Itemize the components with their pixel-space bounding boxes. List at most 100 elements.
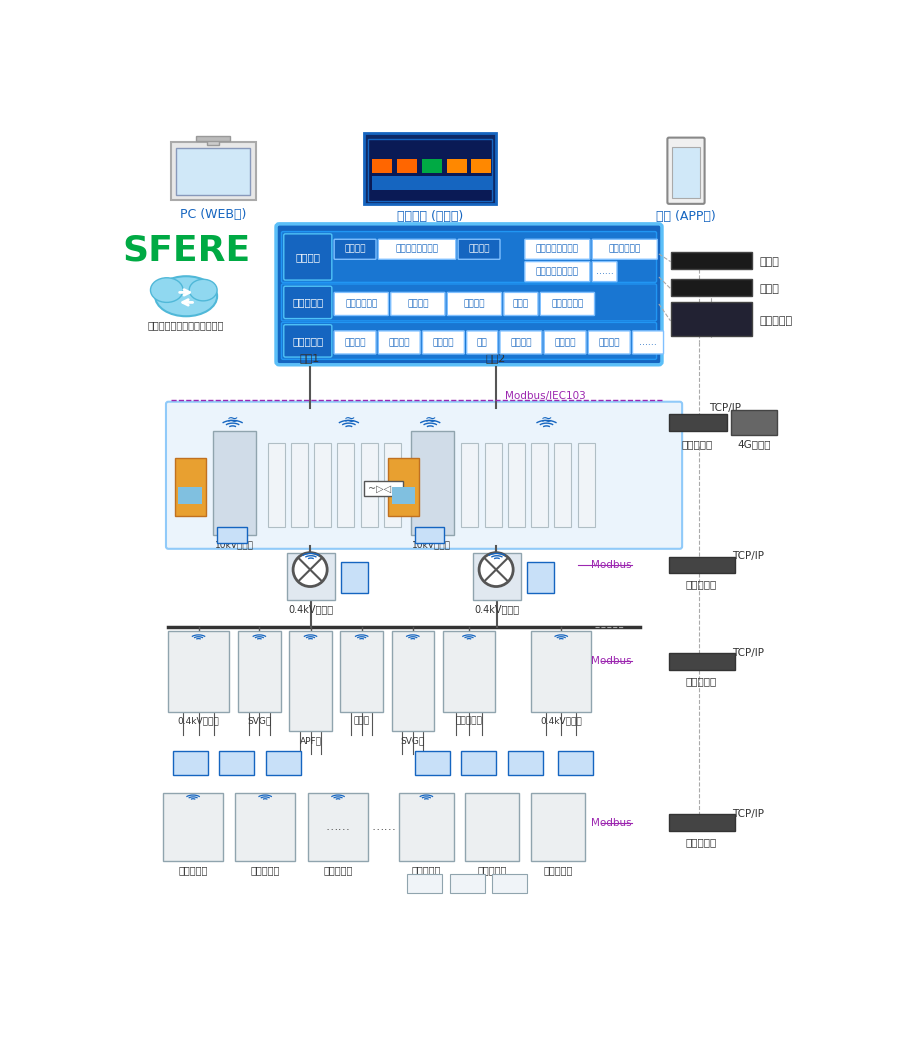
Text: 设备故障: 设备故障 bbox=[510, 338, 532, 347]
Text: ≈: ≈ bbox=[541, 412, 553, 426]
Bar bbox=[407, 874, 442, 893]
Text: ~▷◁~: ~▷◁~ bbox=[368, 484, 400, 494]
FancyBboxPatch shape bbox=[282, 322, 657, 359]
Text: 智能控制柜: 智能控制柜 bbox=[250, 866, 280, 875]
Bar bbox=[461, 750, 496, 775]
Bar bbox=[669, 556, 734, 574]
Bar bbox=[175, 458, 205, 516]
FancyBboxPatch shape bbox=[284, 286, 332, 318]
Text: 项目管理: 项目管理 bbox=[407, 299, 428, 309]
Bar bbox=[670, 279, 752, 296]
Text: Modbus/IEC103: Modbus/IEC103 bbox=[505, 391, 585, 402]
Text: ……: …… bbox=[596, 267, 614, 276]
Bar bbox=[267, 443, 284, 527]
FancyBboxPatch shape bbox=[284, 234, 332, 280]
Text: 大数据中心: 大数据中心 bbox=[292, 297, 323, 308]
FancyBboxPatch shape bbox=[525, 239, 590, 259]
FancyBboxPatch shape bbox=[282, 284, 657, 321]
FancyBboxPatch shape bbox=[525, 261, 590, 281]
Bar bbox=[338, 443, 355, 527]
Bar bbox=[238, 631, 281, 712]
Text: 市电1: 市电1 bbox=[300, 353, 320, 363]
Bar bbox=[465, 793, 519, 860]
Text: 通讯管理机: 通讯管理机 bbox=[682, 439, 713, 448]
Text: Modbus: Modbus bbox=[591, 560, 632, 570]
Bar bbox=[361, 443, 378, 527]
Bar bbox=[291, 443, 308, 527]
FancyBboxPatch shape bbox=[166, 402, 682, 549]
Text: ≈: ≈ bbox=[343, 412, 355, 426]
Text: SFERE: SFERE bbox=[122, 233, 250, 267]
Bar bbox=[207, 138, 220, 145]
Text: 斯菲尔电力综合监控运维平台: 斯菲尔电力综合监控运维平台 bbox=[148, 320, 224, 331]
Text: 通讯管理机: 通讯管理机 bbox=[686, 837, 717, 848]
Text: 智能配电箱: 智能配电箱 bbox=[478, 866, 507, 875]
Text: 0.4kV进线柜: 0.4kV进线柜 bbox=[288, 605, 334, 614]
FancyBboxPatch shape bbox=[282, 231, 657, 282]
Bar bbox=[368, 140, 492, 201]
Circle shape bbox=[479, 553, 513, 587]
FancyBboxPatch shape bbox=[500, 331, 542, 354]
Text: 智能配电箱: 智能配电箱 bbox=[411, 866, 441, 875]
Bar bbox=[217, 527, 247, 542]
Text: 采集服务器: 采集服务器 bbox=[760, 316, 793, 326]
Bar bbox=[235, 793, 295, 860]
Bar bbox=[531, 443, 548, 527]
Bar bbox=[388, 458, 418, 516]
FancyBboxPatch shape bbox=[378, 331, 420, 354]
Bar bbox=[314, 443, 331, 527]
Text: 通讯管理机: 通讯管理机 bbox=[686, 579, 717, 590]
Text: ……: …… bbox=[326, 820, 350, 833]
Bar bbox=[669, 815, 734, 832]
Text: 基础系统: 基础系统 bbox=[345, 245, 365, 254]
Bar bbox=[289, 631, 332, 731]
Text: 交换机: 交换机 bbox=[760, 283, 779, 294]
Text: 用电安全监管系统: 用电安全监管系统 bbox=[536, 267, 579, 276]
Bar bbox=[578, 443, 595, 527]
Text: 移动 (APP端): 移动 (APP端) bbox=[656, 210, 716, 223]
Text: 设备模板管理: 设备模板管理 bbox=[345, 299, 377, 309]
Bar bbox=[672, 147, 700, 198]
FancyBboxPatch shape bbox=[504, 293, 538, 315]
Text: ……: …… bbox=[371, 820, 396, 833]
Bar bbox=[364, 133, 496, 204]
FancyBboxPatch shape bbox=[458, 239, 500, 259]
Bar bbox=[670, 253, 752, 270]
Bar bbox=[670, 301, 752, 336]
Text: 设备管理: 设备管理 bbox=[464, 299, 485, 309]
Text: 智能控制柜: 智能控制柜 bbox=[178, 866, 208, 875]
Text: 0.4kV馈线柜: 0.4kV馈线柜 bbox=[177, 717, 220, 726]
Text: TCP/IP: TCP/IP bbox=[732, 810, 764, 819]
Text: SVG柜: SVG柜 bbox=[400, 736, 425, 745]
Text: 网络计费系统: 网络计费系统 bbox=[608, 245, 641, 254]
Text: 电能质量: 电能质量 bbox=[598, 338, 620, 347]
Bar bbox=[669, 414, 727, 431]
Bar bbox=[178, 487, 202, 504]
Text: 数据统计分析: 数据统计分析 bbox=[552, 299, 583, 309]
Bar bbox=[392, 487, 415, 504]
Bar bbox=[443, 631, 495, 712]
Text: TCP/IP: TCP/IP bbox=[732, 552, 764, 561]
FancyBboxPatch shape bbox=[334, 239, 376, 259]
FancyBboxPatch shape bbox=[467, 331, 498, 354]
Bar bbox=[446, 160, 467, 173]
Text: 数据感知层: 数据感知层 bbox=[292, 336, 323, 346]
Text: 通讯管理机: 通讯管理机 bbox=[686, 675, 717, 686]
Bar bbox=[397, 160, 417, 173]
Ellipse shape bbox=[189, 279, 217, 301]
Text: 市电2: 市电2 bbox=[486, 353, 507, 363]
Bar bbox=[171, 143, 256, 200]
Text: 0.4kV进线柜: 0.4kV进线柜 bbox=[474, 605, 519, 614]
Bar bbox=[411, 431, 454, 535]
Bar bbox=[372, 160, 392, 173]
Bar bbox=[383, 443, 400, 527]
Text: 应用系统: 应用系统 bbox=[295, 252, 320, 262]
Ellipse shape bbox=[155, 276, 217, 316]
Text: 4G路由器: 4G路由器 bbox=[737, 439, 771, 448]
Bar bbox=[531, 793, 585, 860]
FancyBboxPatch shape bbox=[540, 293, 595, 315]
Text: 设备告警: 设备告警 bbox=[345, 338, 365, 347]
Ellipse shape bbox=[150, 278, 183, 302]
Text: 防火墙: 防火墙 bbox=[760, 257, 779, 266]
Text: 智能控制柜: 智能控制柜 bbox=[323, 866, 353, 875]
